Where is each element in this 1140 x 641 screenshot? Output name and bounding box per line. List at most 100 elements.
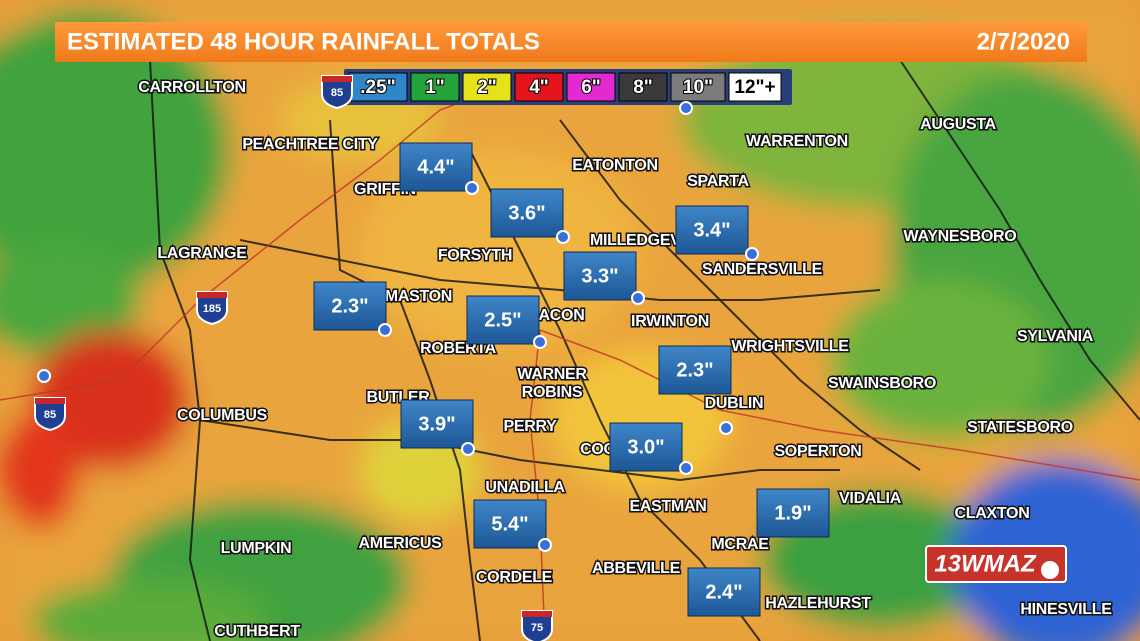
city-label: PERRY: [503, 418, 557, 435]
marker-box: [675, 205, 749, 255]
highways: [0, 79, 1140, 641]
marker-box: [400, 399, 474, 449]
highway-shields: 85 185 85 75: [34, 75, 553, 641]
marker-value: 3.0": [627, 436, 664, 458]
city-label: SPARTA: [687, 173, 749, 190]
legend-label: 12"+: [734, 77, 775, 98]
city-label: MACON: [526, 307, 585, 324]
legend-label: .25": [360, 77, 395, 98]
marker-box: [658, 345, 732, 395]
marker-box: [399, 142, 473, 192]
marker-value: 3.3": [581, 265, 618, 287]
city-label: AUGUSTA: [920, 116, 997, 133]
city-label: VIDALIA: [839, 490, 902, 507]
shield: [521, 610, 553, 641]
boundaries: [149, 59, 1140, 641]
city-label: EATONTON: [572, 157, 658, 174]
shield-top: [322, 76, 352, 82]
marker-dot: [461, 442, 475, 456]
marker-box: [687, 567, 761, 617]
marker-value: 1.9": [774, 502, 811, 524]
logo-text: 13WMAZ: [934, 550, 1037, 577]
shield: [196, 291, 228, 326]
date: 2/7/2020: [977, 28, 1070, 55]
marker-box: [490, 188, 564, 238]
city-label: WAYNESBORO: [904, 228, 1017, 245]
title-bar: [55, 22, 1087, 62]
city-label: STATESBORO: [967, 419, 1073, 436]
marker-dot: [556, 230, 570, 244]
city-label: UNADILLA: [485, 479, 565, 496]
station-logo: 13WMAZ: [925, 545, 1067, 583]
city-label: EASTMAN: [629, 498, 706, 515]
legend-label: 6": [581, 77, 601, 98]
shield-top: [522, 611, 552, 617]
marker-box: [563, 251, 637, 301]
city-label: CORDELE: [476, 569, 553, 586]
city-label: SWAINSBORO: [828, 375, 936, 392]
city-label: SOPERTON: [774, 443, 861, 460]
marker-value: 2.4": [705, 581, 742, 603]
marker-box: [473, 499, 547, 549]
shield-number: 85: [331, 87, 343, 99]
city-label: AMERICUS: [359, 535, 443, 552]
marker-value: 2.3": [676, 359, 713, 381]
shield-number: 85: [44, 409, 56, 421]
shield-number: 185: [203, 303, 221, 315]
city-label: WARRENTON: [746, 133, 848, 150]
city-label: DUBLIN: [705, 395, 764, 412]
marker-dot: [745, 247, 759, 261]
legend-swatch: [618, 72, 668, 102]
marker-value: 3.4": [693, 219, 730, 241]
legend-swatch: [514, 72, 564, 102]
city-label: COLUMBUS: [177, 407, 268, 424]
marker-dot: [533, 335, 547, 349]
legend-label: 1": [425, 77, 445, 98]
marker-value: 3.9": [418, 413, 455, 435]
legend-swatch: [462, 72, 512, 102]
city-label: ROBINS: [522, 384, 583, 401]
marker-value: 3.6": [508, 202, 545, 224]
marker-dot: [37, 369, 51, 383]
city-label: WARNER: [517, 366, 587, 383]
city-label: CUTHBERT: [214, 623, 300, 640]
legend-label: 8": [633, 77, 653, 98]
legend-label: 4": [529, 77, 549, 98]
legend-swatch: [410, 72, 460, 102]
city-label: HINESVILLE: [1020, 601, 1112, 618]
legend-label: 10": [683, 77, 713, 98]
city-label: WRIGHTSVILLE: [731, 338, 849, 355]
city-label: ABBEVILLE: [592, 560, 681, 577]
marker-value: 4.4": [417, 156, 454, 178]
marker-dot: [679, 101, 693, 115]
legend-swatch: [728, 72, 782, 102]
marker-value: 5.4": [491, 513, 528, 535]
city-label: IRWINTON: [631, 313, 709, 330]
marker-value: 2.5": [484, 309, 521, 331]
marker-box: [756, 488, 830, 538]
legend-swatch: [348, 72, 408, 102]
city-label: CLAXTON: [955, 505, 1030, 522]
legend-swatch: [670, 72, 726, 102]
city-label: LAGRANGE: [157, 245, 247, 262]
shield: [34, 397, 66, 432]
marker-box: [609, 422, 683, 472]
shield-top: [197, 292, 227, 298]
legend-label: 2": [477, 77, 497, 98]
city-label: SANDERSVILLE: [702, 261, 823, 278]
marker-dot: [465, 181, 479, 195]
city-label: MCRAE: [711, 536, 769, 553]
city-label: PEACHTREE CITY: [242, 136, 378, 153]
title: ESTIMATED 48 HOUR RAINFALL TOTALS: [67, 28, 540, 55]
shield-number: 75: [531, 622, 543, 634]
marker-dot: [378, 323, 392, 337]
marker-box: [313, 281, 387, 331]
rainfall-markers: 4.4" 3.6" 3.4" 3.3" 2.3" 2.5" 2.3" 3.9" 3.0" 5.4"…: [37, 101, 830, 617]
city-label: SYLVANIA: [1017, 328, 1094, 345]
legend-swatch: [566, 72, 616, 102]
marker-dot: [631, 291, 645, 305]
legend: .25" 1" 2" 4" 6" 8" 10" 12"+: [344, 69, 792, 105]
city-label: LUMPKIN: [221, 540, 292, 557]
shield-top: [35, 398, 65, 404]
